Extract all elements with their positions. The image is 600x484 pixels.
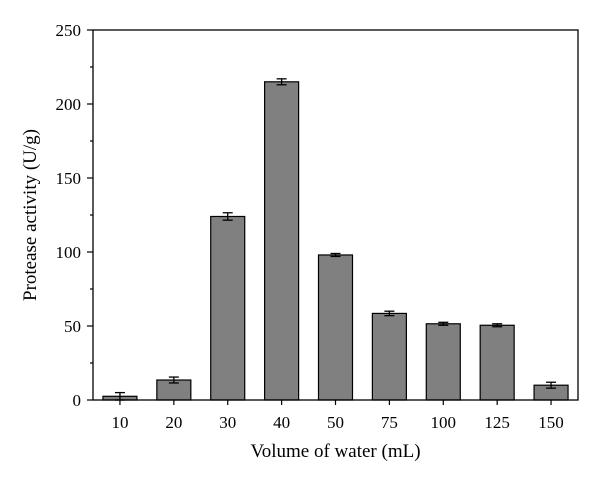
- x-axis-title: Volume of water (mL): [250, 441, 420, 462]
- x-tick-label-150: 150: [538, 413, 564, 432]
- error-bar-75: [384, 310, 395, 317]
- error-bar-50: [330, 252, 341, 258]
- error-bar-40: [276, 78, 287, 86]
- bar-40: [264, 81, 300, 401]
- x-tick-label-10: 10: [111, 413, 128, 432]
- error-bar-30: [222, 212, 233, 221]
- error-bar-125: [492, 323, 503, 328]
- error-bar-20: [168, 376, 179, 384]
- bar-125: [479, 324, 515, 401]
- x-axis-ticks: 10 20 30 40 50 75 100 125 150: [111, 400, 564, 432]
- y-tick-label-50: 50: [64, 317, 81, 336]
- bar-50: [317, 254, 354, 401]
- y-tick-label-200: 200: [56, 95, 82, 114]
- y-axis-title: Protease activity (U/g): [20, 129, 41, 301]
- x-tick-label-100: 100: [431, 413, 457, 432]
- y-tick-label-250: 250: [56, 21, 82, 40]
- y-tick-label-150: 150: [56, 169, 82, 188]
- x-tick-label-50: 50: [327, 413, 344, 432]
- x-tick-label-125: 125: [484, 413, 510, 432]
- y-axis-ticks: 0 50 100 150 200 250: [56, 21, 93, 410]
- x-tick-label-30: 30: [219, 413, 236, 432]
- x-tick-label-20: 20: [165, 413, 182, 432]
- y-tick-label-0: 0: [73, 391, 82, 410]
- x-tick-label-75: 75: [381, 413, 398, 432]
- bar-30: [210, 215, 246, 401]
- bar-75: [371, 312, 407, 401]
- bar-100: [425, 323, 461, 401]
- error-bar-150: [546, 381, 557, 389]
- bars-group: [102, 81, 569, 401]
- y-tick-label-100: 100: [56, 243, 82, 262]
- x-tick-label-40: 40: [273, 413, 290, 432]
- error-bar-100: [438, 321, 449, 326]
